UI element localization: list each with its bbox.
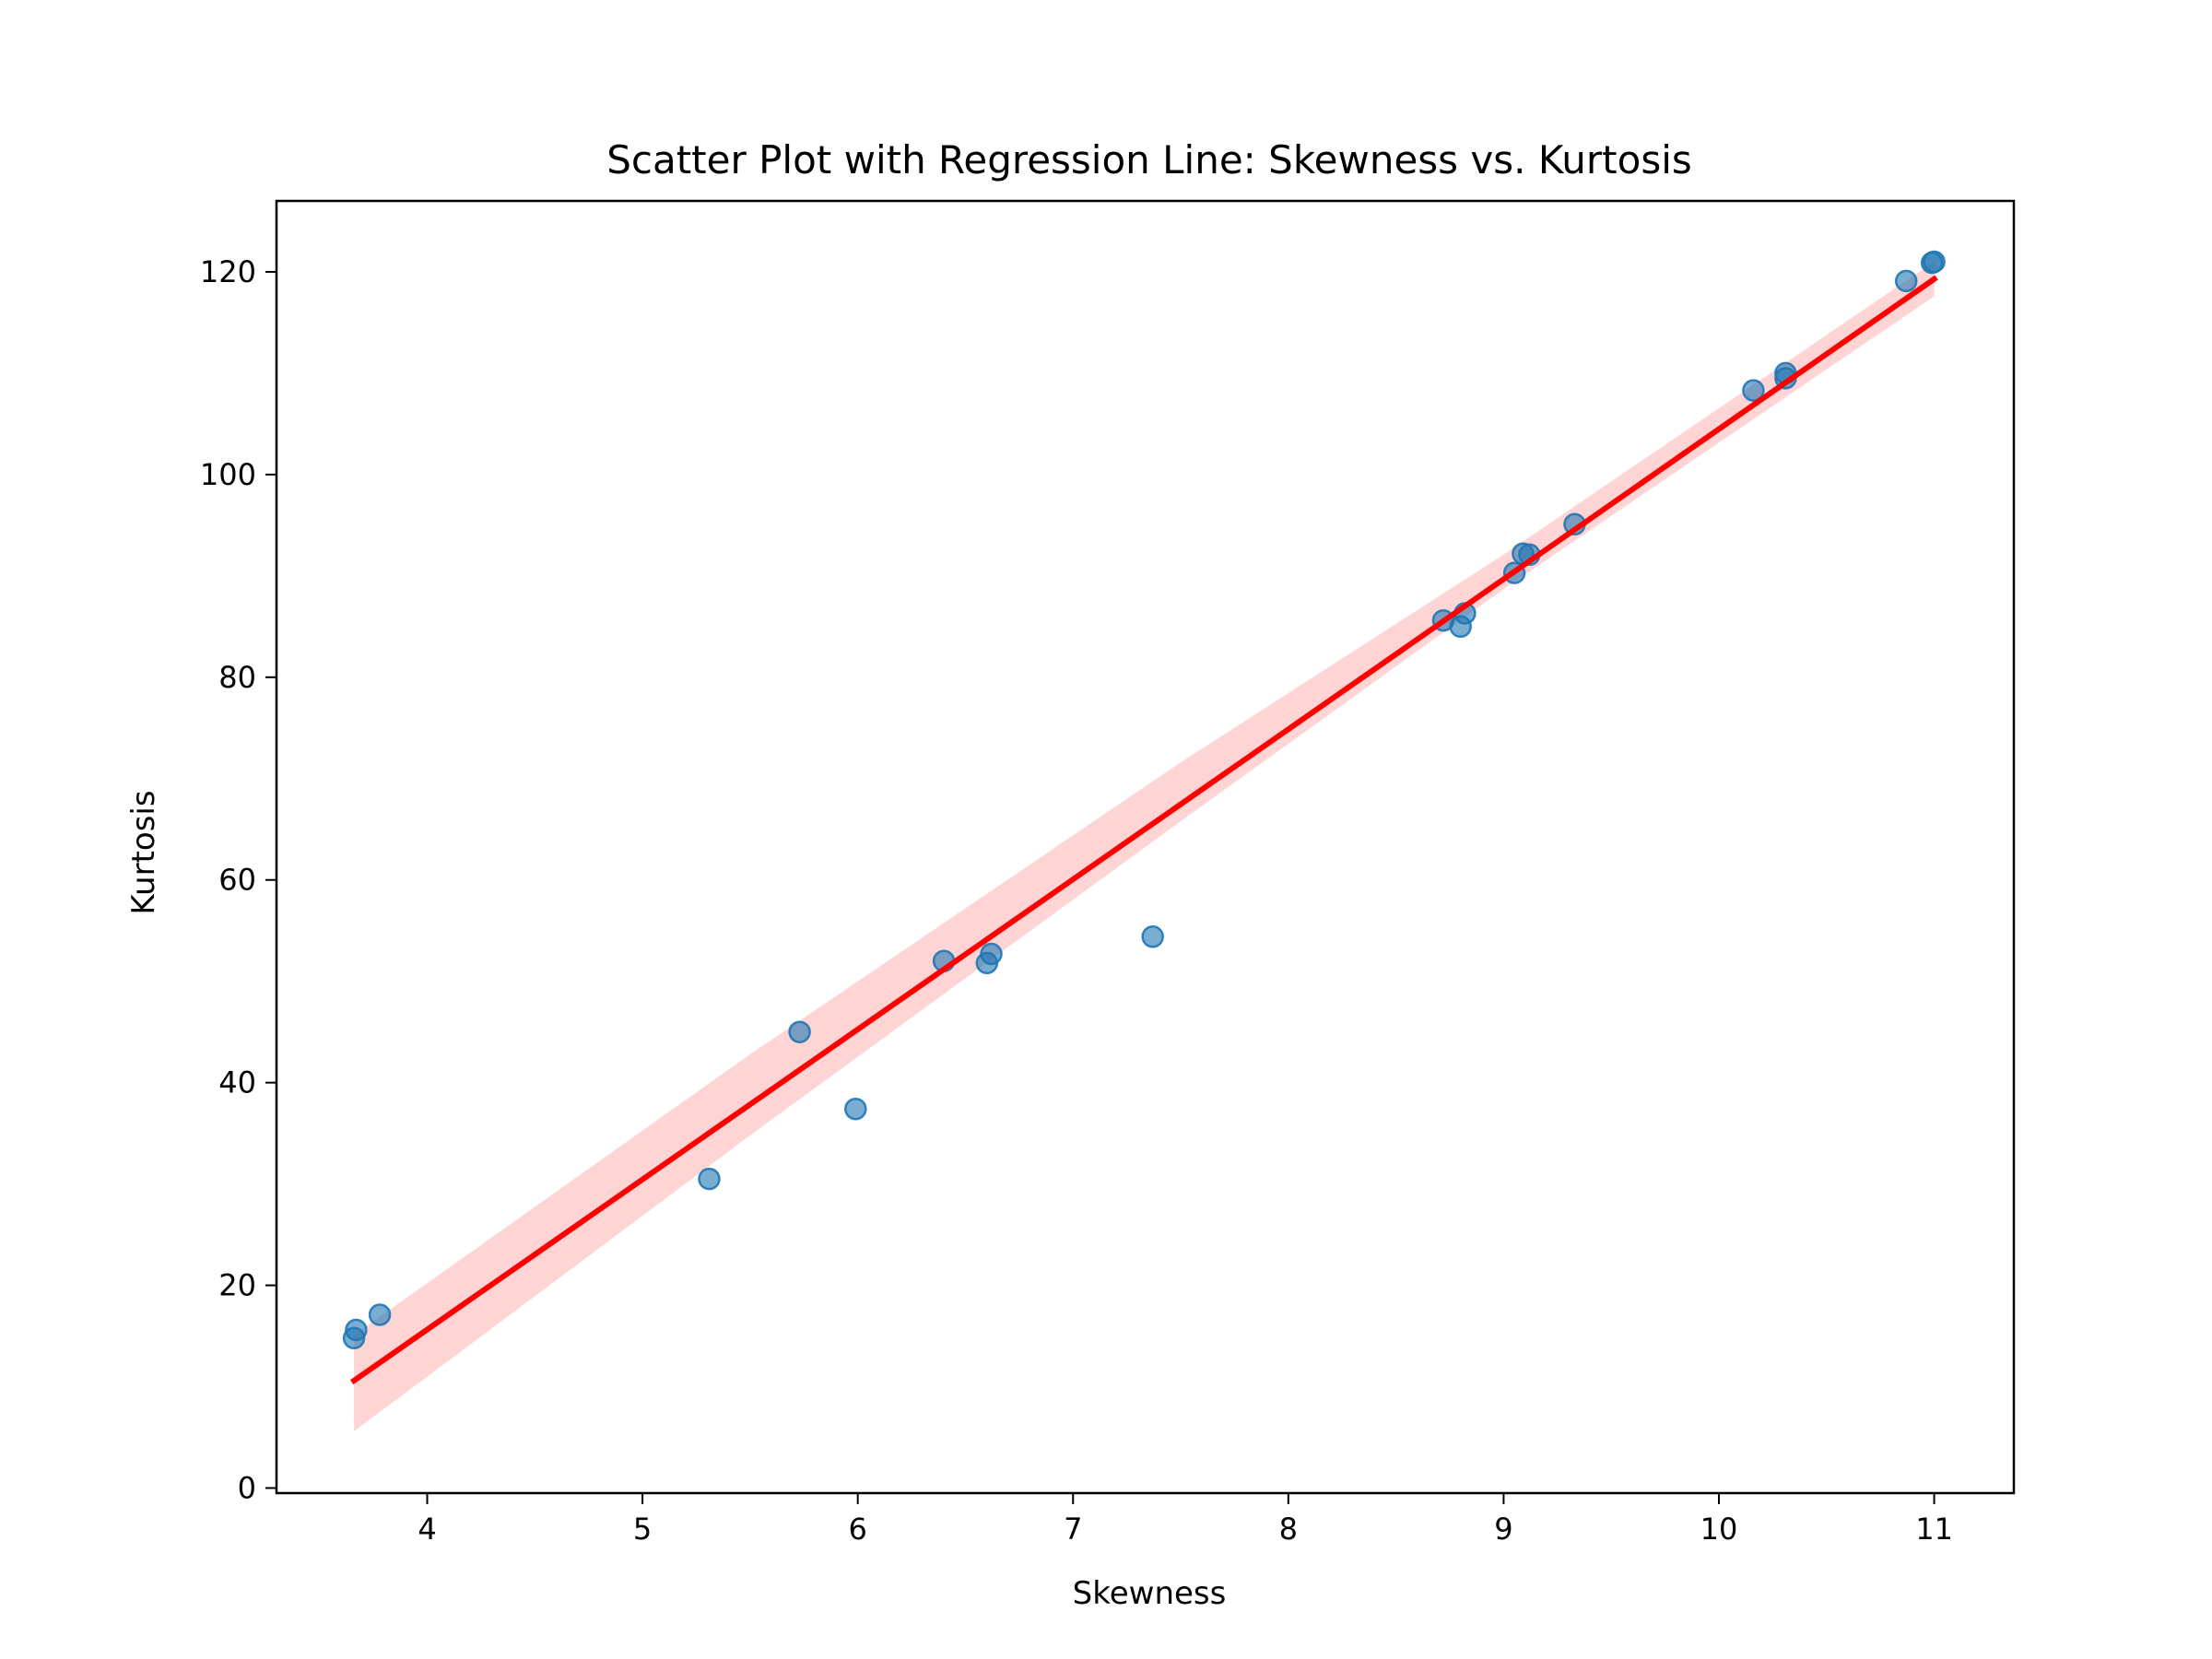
y-tick-label: 60 (218, 863, 256, 898)
x-tick-label: 6 (848, 1512, 866, 1547)
y-tick-label: 20 (218, 1268, 256, 1303)
scatter-point (1923, 250, 1946, 274)
y-tick-label: 120 (200, 254, 256, 289)
x-tick-label: 11 (1915, 1512, 1953, 1547)
regression-line (349, 275, 1938, 1385)
x-tick-label: 9 (1494, 1512, 1512, 1547)
y-tick-label: 40 (218, 1065, 256, 1100)
scatter-point (844, 1097, 867, 1121)
scatter-point (345, 1318, 368, 1342)
y-tick-label: 0 (238, 1471, 256, 1506)
scatter-point (788, 1020, 811, 1043)
x-tick-label: 8 (1279, 1512, 1298, 1547)
y-tick-label: 80 (218, 660, 256, 695)
scatter-point (980, 942, 1003, 966)
scatter-point (368, 1303, 392, 1326)
y-axis-label: Kurtosis (125, 790, 162, 914)
scatter-point (1742, 379, 1765, 402)
x-tick-label: 4 (418, 1512, 436, 1547)
chart-title: Scatter Plot with Regression Line: Skewn… (606, 137, 1692, 182)
scatter-point (1141, 925, 1164, 948)
x-tick-label: 10 (1700, 1512, 1738, 1547)
axes-frame (275, 199, 2016, 1495)
scatter-point (698, 1167, 721, 1191)
plot-area: 4 5 6 7 8 9 10 11 0 20 40 60 80 100 120 (200, 199, 2016, 1547)
x-tick-label: 5 (633, 1512, 652, 1547)
y-tick-label: 100 (200, 457, 256, 492)
x-tick-label: 7 (1064, 1512, 1082, 1547)
x-axis-label: Skewness (1073, 1575, 1227, 1612)
scatter-point (1894, 269, 1918, 293)
